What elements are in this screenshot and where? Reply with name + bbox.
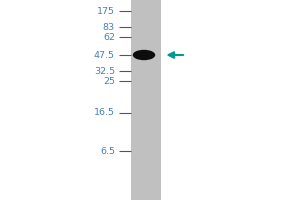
Text: 16.5: 16.5 <box>94 108 115 117</box>
Bar <box>130 0 160 200</box>
Text: 32.5: 32.5 <box>94 66 115 75</box>
Text: 6.5: 6.5 <box>100 146 115 156</box>
Text: 25: 25 <box>103 76 115 86</box>
Text: 47.5: 47.5 <box>94 50 115 60</box>
Ellipse shape <box>133 50 155 60</box>
Text: 175: 175 <box>97 6 115 16</box>
Text: 62: 62 <box>103 32 115 42</box>
Text: 83: 83 <box>103 22 115 31</box>
